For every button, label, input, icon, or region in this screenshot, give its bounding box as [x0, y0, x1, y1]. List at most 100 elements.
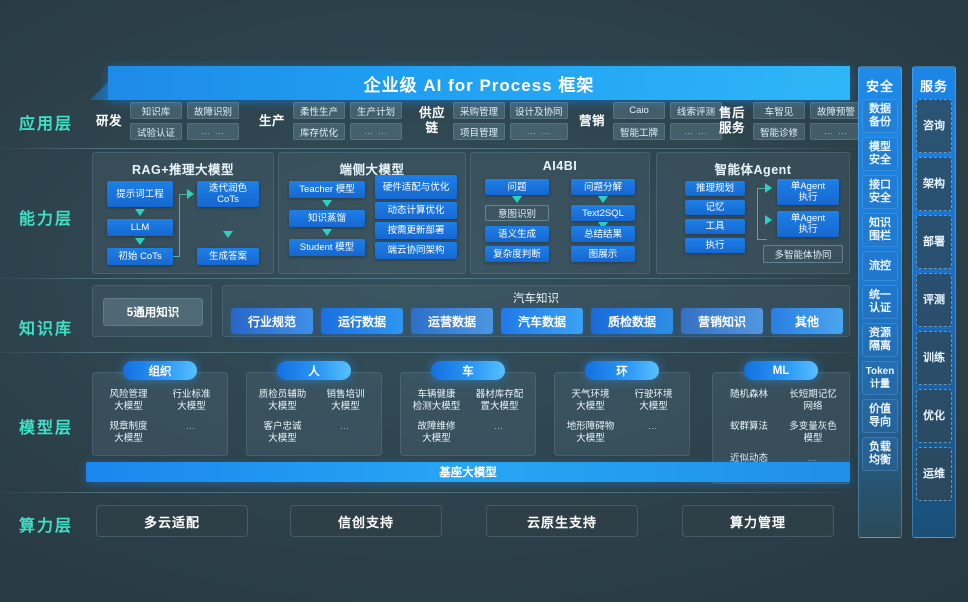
app-tile[interactable]: 试验认证 — [130, 123, 182, 140]
model-group-head[interactable]: 车 — [431, 361, 505, 380]
model-cell[interactable]: 地形障碍物 大模型 — [566, 421, 615, 444]
security-item-model[interactable]: 模型 安全 — [862, 137, 898, 171]
compute-item-management[interactable]: 算力管理 — [682, 505, 834, 537]
edge-node-deploy[interactable]: 按需更新部署 — [375, 222, 457, 239]
app-tile[interactable]: 智能诊修 — [753, 123, 805, 140]
app-tile-more[interactable]: … … — [670, 123, 722, 140]
security-item-balance[interactable]: 负载 均衡 — [862, 437, 898, 471]
app-tile[interactable]: 线索评测 — [670, 102, 722, 119]
security-item-token[interactable]: Token 计量 — [862, 361, 898, 395]
app-tile[interactable]: Caio — [613, 102, 665, 119]
security-item-fence[interactable]: 知识 围栏 — [862, 213, 898, 247]
edge-node-teacher[interactable]: Teacher 模型 — [289, 181, 365, 198]
service-item-consulting[interactable]: 咨询 — [916, 99, 952, 153]
app-tile-more[interactable]: … … — [810, 123, 862, 140]
service-item-architecture[interactable]: 架构 — [916, 157, 952, 211]
model-cell[interactable]: 随机森林 — [729, 389, 768, 400]
model-group-head[interactable]: 环 — [585, 361, 659, 380]
agent-node-single[interactable]: 单Agent 执行 — [777, 179, 839, 205]
compute-item-multicloud[interactable]: 多云适配 — [96, 505, 248, 537]
app-tile[interactable]: 生产计划 — [350, 102, 402, 119]
app-tile[interactable]: 项目管理 — [453, 123, 505, 140]
model-cell-more[interactable]: … — [185, 421, 198, 432]
agent-node-tool[interactable]: 工具 — [685, 219, 745, 234]
app-tile-more[interactable]: … … — [510, 123, 568, 140]
base-model-bar[interactable]: 基座大模型 — [86, 462, 850, 482]
knowledge-item[interactable]: 其他 — [771, 308, 843, 334]
service-item-deployment[interactable]: 部署 — [916, 215, 952, 269]
edge-node-distill[interactable]: 知识蒸馏 — [289, 210, 365, 227]
security-item-flow[interactable]: 流控 — [862, 251, 898, 281]
rag-node-llm[interactable]: LLM — [107, 219, 173, 236]
ai4bi-node-decompose[interactable]: 问题分解 — [571, 179, 635, 195]
model-cell[interactable]: 长短期记忆 网络 — [789, 389, 837, 412]
compute-item-cloudnative[interactable]: 云原生支持 — [486, 505, 638, 537]
knowledge-item[interactable]: 运营数据 — [411, 308, 493, 334]
knowledge-general-label[interactable]: 5通用知识 — [103, 298, 203, 326]
agent-node-memory[interactable]: 记忆 — [685, 200, 745, 215]
model-group-head[interactable]: ML — [744, 361, 818, 380]
app-tile[interactable]: 故障预警 — [810, 102, 862, 119]
app-tile[interactable]: 智能工牌 — [613, 123, 665, 140]
model-cell[interactable]: 风险管理 大模型 — [109, 389, 148, 412]
model-cell[interactable]: 客户忠诚 大模型 — [263, 421, 302, 444]
edge-node-dyn[interactable]: 动态计算优化 — [375, 202, 457, 219]
agent-node-exec[interactable]: 执行 — [685, 238, 745, 253]
app-tile[interactable]: 库存优化 — [293, 123, 345, 140]
rag-node-cots[interactable]: 初始 CoTs — [107, 248, 173, 265]
security-item-isolate[interactable]: 资源 隔离 — [862, 323, 898, 357]
security-item-backup[interactable]: 数据 备份 — [862, 99, 898, 133]
app-tile[interactable]: 故障识别 — [187, 102, 239, 119]
rag-node-prompt[interactable]: 提示词工程 — [107, 181, 173, 207]
app-tile[interactable]: 柔性生产 — [293, 102, 345, 119]
model-cell-more[interactable]: … — [807, 453, 819, 464]
edge-node-hw[interactable]: 硬件适配与优化 — [375, 175, 457, 199]
security-item-value[interactable]: 价值 导向 — [862, 399, 898, 433]
agent-node-multi[interactable]: 单Agent 执行 — [777, 211, 839, 237]
rag-node-iterate[interactable]: 迭代润色 CoTs — [197, 181, 259, 207]
app-tile[interactable]: 知识库 — [130, 102, 182, 119]
app-tile[interactable]: 车智见 — [753, 102, 805, 119]
ai4bi-node-question[interactable]: 问题 — [485, 179, 549, 195]
ai4bi-node-semantic[interactable]: 语义生成 — [485, 226, 549, 242]
model-cell[interactable]: 规章制度 大模型 — [109, 421, 148, 444]
service-item-optimization[interactable]: 优化 — [916, 389, 952, 443]
ai4bi-node-text2sql[interactable]: Text2SQL — [571, 205, 635, 221]
app-tile-more[interactable]: … … — [350, 123, 402, 140]
model-cell[interactable]: 器材库存配 置大模型 — [475, 389, 524, 412]
knowledge-item[interactable]: 质检数据 — [591, 308, 673, 334]
rag-node-answer[interactable]: 生成答案 — [197, 248, 259, 265]
edge-node-arch[interactable]: 端云协同架构 — [375, 242, 457, 259]
ai4bi-node-complexity[interactable]: 复杂度判断 — [485, 246, 549, 262]
model-cell[interactable]: 多变量灰色 模型 — [789, 421, 837, 444]
service-item-operations[interactable]: 运维 — [916, 447, 952, 501]
model-cell[interactable]: 车辆健康 检测大模型 — [412, 389, 461, 412]
ai4bi-node-chart[interactable]: 图展示 — [571, 246, 635, 262]
model-cell[interactable]: 行业标准 大模型 — [172, 389, 211, 412]
knowledge-item[interactable]: 营销知识 — [681, 308, 763, 334]
model-group-head[interactable]: 人 — [277, 361, 351, 380]
model-cell[interactable]: 故障维修 大模型 — [417, 421, 456, 444]
security-item-auth[interactable]: 统一 认证 — [862, 285, 898, 319]
agent-node-plan[interactable]: 推理规划 — [685, 181, 745, 196]
security-item-api[interactable]: 接口 安全 — [862, 175, 898, 209]
model-group-head[interactable]: 组织 — [123, 361, 197, 380]
model-cell-more[interactable]: … — [493, 421, 506, 432]
model-cell[interactable]: 行驶环境 大模型 — [634, 389, 673, 412]
knowledge-item[interactable]: 行业规范 — [231, 308, 313, 334]
knowledge-item[interactable]: 运行数据 — [321, 308, 403, 334]
edge-node-student[interactable]: Student 模型 — [289, 239, 365, 256]
compute-item-xinchuang[interactable]: 信创支持 — [290, 505, 442, 537]
model-cell-more[interactable]: … — [339, 421, 352, 432]
app-tile[interactable]: 设计及协同 — [510, 102, 568, 119]
ai4bi-node-summary[interactable]: 总结结果 — [571, 226, 635, 242]
ai4bi-node-intent[interactable]: 意图识别 — [485, 205, 549, 221]
service-item-training[interactable]: 训练 — [916, 331, 952, 385]
model-cell[interactable]: 质检员辅助 大模型 — [258, 389, 307, 412]
model-cell-more[interactable]: … — [647, 421, 660, 432]
knowledge-item[interactable]: 汽车数据 — [501, 308, 583, 334]
app-tile-more[interactable]: … … — [187, 123, 239, 140]
service-item-evaluation[interactable]: 评测 — [916, 273, 952, 327]
model-cell[interactable]: 蚁群算法 — [729, 421, 768, 432]
app-tile[interactable]: 采购管理 — [453, 102, 505, 119]
